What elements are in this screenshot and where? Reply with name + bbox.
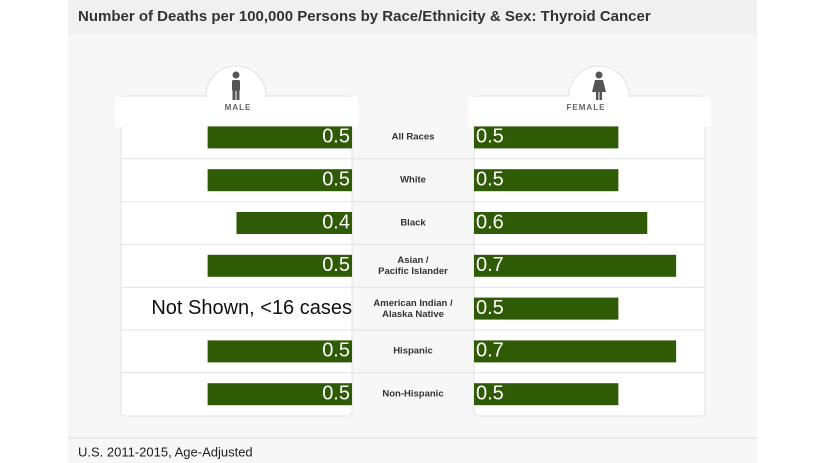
data-label: 0.5 [322, 254, 350, 276]
bar [207, 254, 352, 277]
bar [207, 383, 352, 406]
legend-female: FEMALE [567, 103, 606, 112]
category-label: Black [400, 217, 426, 229]
bar [207, 169, 352, 192]
category-label: Asian / Pacific Islander [378, 254, 448, 277]
data-label: 0.4 [322, 211, 350, 233]
bar [474, 126, 619, 149]
header-band [68, 0, 757, 34]
male-icon [232, 71, 240, 100]
data-label: 0.5 [476, 382, 504, 404]
bar [474, 383, 619, 406]
bar [236, 212, 352, 234]
data-label: 0.6 [476, 211, 504, 233]
data-label: 0.5 [322, 382, 350, 404]
footnote: U.S. 2011-2015, Age-Adjusted [78, 444, 253, 459]
category-label: All Races [391, 131, 435, 143]
bar [474, 212, 648, 234]
bar [474, 254, 677, 277]
category-label: Hispanic [393, 345, 433, 357]
bar [474, 340, 677, 363]
bar [474, 297, 619, 320]
category-label: Non-Hispanic [382, 388, 444, 400]
mask [115, 97, 358, 127]
data-label: 0.7 [476, 254, 504, 276]
female-icon [592, 71, 606, 100]
data-label: 0.5 [476, 126, 504, 148]
data-label: Not Shown, <16 cases [151, 297, 352, 319]
data-label: 0.5 [322, 126, 350, 148]
legend-male: MALE [225, 103, 252, 112]
data-label: 0.5 [322, 340, 350, 362]
category-label: American Indian / Alaska Native [373, 297, 453, 320]
mask [468, 97, 711, 127]
chart-title: Number of Deaths per 100,000 Persons by … [78, 8, 651, 25]
category-label: White [400, 174, 426, 186]
data-label: 0.5 [322, 168, 350, 190]
bar [207, 340, 352, 363]
data-label: 0.5 [476, 168, 504, 190]
data-label: 0.7 [476, 340, 504, 362]
data-label: 0.5 [476, 297, 504, 319]
bar [474, 169, 619, 192]
bar [207, 126, 352, 149]
